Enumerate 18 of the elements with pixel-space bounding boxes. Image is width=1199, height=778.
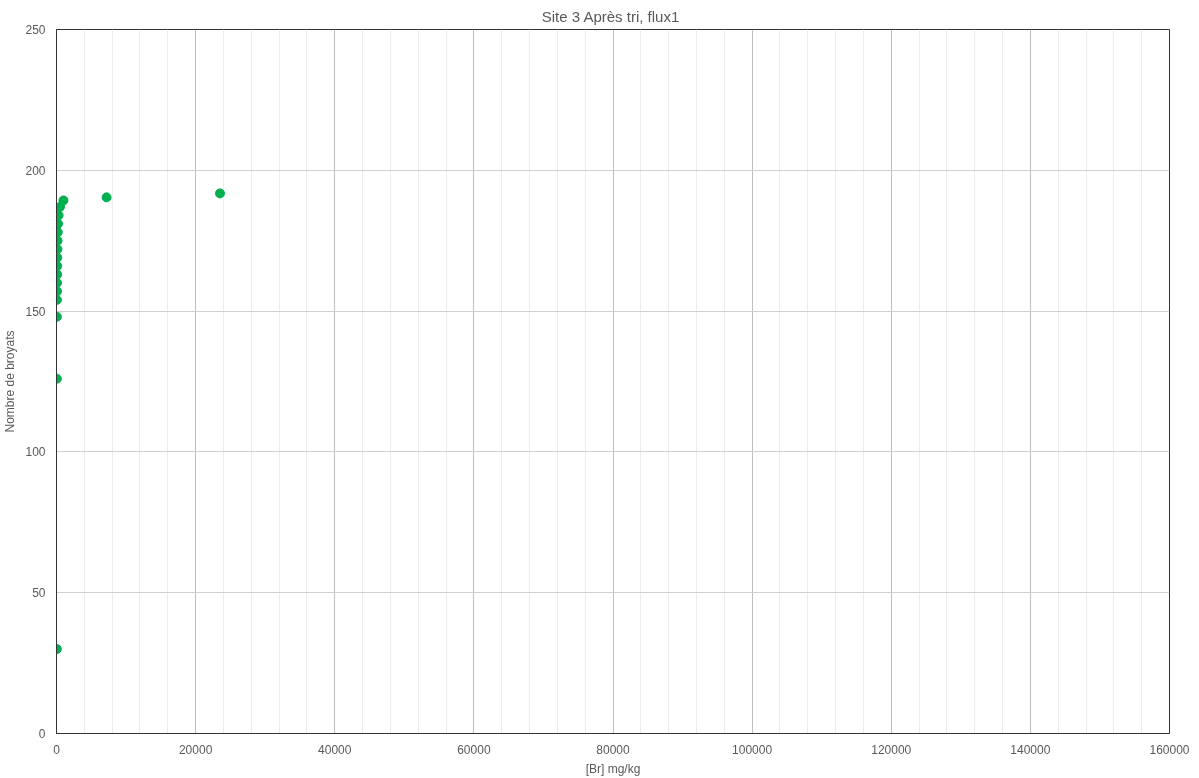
x-tick-label: 60000: [457, 742, 491, 757]
chart-title: Site 3 Après tri, flux1: [541, 7, 680, 25]
y-tick-label: 0: [38, 727, 46, 741]
x-tick-label: 160000: [1149, 742, 1190, 757]
x-tick-label: 40000: [318, 742, 352, 757]
x-tick-label: 20000: [178, 742, 213, 757]
x-tick-label: 140000: [1010, 742, 1051, 757]
y-tick-label: 200: [25, 163, 46, 178]
y-tick-label: 250: [25, 23, 46, 37]
x-tick-label: 0: [53, 742, 61, 757]
x-axis-title: [Br] mg/kg: [585, 761, 641, 776]
y-tick-label: 50: [32, 586, 46, 601]
x-tick-label: 100000: [732, 742, 773, 757]
y-tick-label: 100: [25, 445, 46, 460]
y-axis-title: Nombre de broyats: [3, 330, 18, 433]
y-tick-label: 150: [25, 304, 46, 319]
x-tick-label: 120000: [871, 742, 912, 757]
x-tick-label: 80000: [596, 742, 631, 757]
